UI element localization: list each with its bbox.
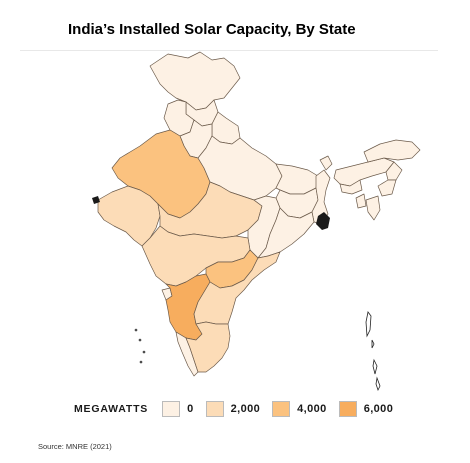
legend-label: 4,000 — [297, 403, 327, 415]
region-tripura — [355, 193, 367, 209]
legend-title: MEGAWATTS — [74, 403, 149, 415]
legend-item: 4,000 — [272, 401, 327, 417]
region-andhra-pradesh — [193, 251, 281, 325]
map-legend: MEGAWATTS 0 2,000 4,000 6,000 — [74, 400, 405, 418]
region-arunachal-pradesh — [363, 139, 421, 163]
source-note: Source: MNRE (2021) — [38, 442, 112, 451]
region-assam — [333, 157, 395, 187]
andaman-nicobar-islands — [365, 311, 381, 392]
region-gujarat — [97, 185, 161, 247]
region-odisha — [257, 207, 315, 259]
region-bihar — [275, 163, 319, 195]
region-manipur — [377, 179, 397, 197]
title-divider — [20, 50, 438, 51]
legend-item: 0 — [162, 401, 194, 417]
legend-item: 2,000 — [205, 401, 261, 417]
legend-swatch — [338, 401, 357, 417]
region-jammu-and-kashmir — [149, 51, 241, 111]
legend-swatch — [272, 401, 291, 417]
region-sikkim — [319, 155, 333, 171]
delta-coastline — [316, 212, 330, 230]
region-meghalaya — [339, 179, 363, 195]
kutch-coastline — [92, 196, 100, 204]
legend-label: 2,000 — [230, 403, 261, 415]
legend-item: 6,000 — [338, 401, 394, 417]
legend-swatch — [205, 401, 224, 417]
region-nagaland — [385, 161, 403, 181]
region-mizoram — [365, 195, 381, 221]
lakshadweep-islands — [134, 328, 146, 364]
map-title: India’s Installed Solar Capacity, By Sta… — [68, 21, 356, 38]
region-tamil-nadu — [185, 321, 231, 373]
legend-label: 0 — [187, 403, 194, 415]
legend-swatch — [162, 401, 181, 417]
legend-label: 6,000 — [363, 403, 394, 415]
